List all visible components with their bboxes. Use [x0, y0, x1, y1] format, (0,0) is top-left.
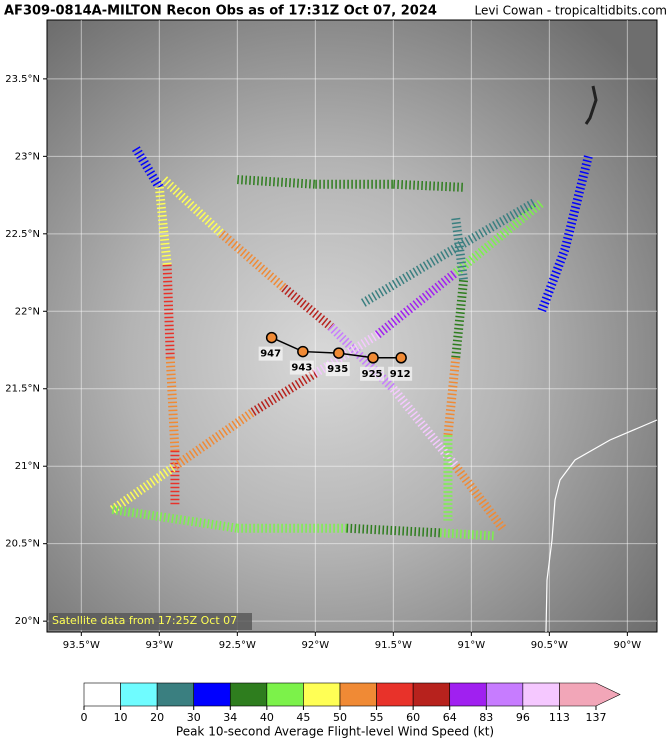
colorbar-bin — [485, 682, 524, 707]
flight-segment — [439, 528, 496, 541]
flight-segment — [451, 279, 469, 359]
flight-segment — [154, 186, 172, 266]
y-tick-label: 23.5°N — [5, 74, 40, 85]
fix-label-bg — [325, 362, 350, 377]
y-tick-label: 20.5°N — [5, 539, 40, 550]
x-tick-label: 93.5°W — [63, 640, 100, 651]
fix-label: 935 — [327, 364, 348, 375]
colorbar-label: Peak 10-second Average Flight-level Wind… — [176, 725, 494, 739]
satellite-note: Satellite data from 17:25Z Oct 07 — [52, 614, 237, 627]
fix-label: 947 — [260, 349, 281, 360]
center-fix — [395, 352, 407, 364]
colorbar-tick-label: 96 — [516, 711, 530, 724]
fix-label-bg — [388, 366, 413, 381]
center-fixes: 947 943 935 925 912 — [258, 331, 413, 381]
flight-segment — [389, 385, 460, 470]
colorbar-tick-label: 55 — [370, 711, 384, 724]
colorbar-bin — [266, 682, 304, 707]
colorbar-tick-label: 10 — [114, 711, 128, 724]
flight-segment — [237, 175, 316, 189]
flight-segment — [109, 462, 178, 514]
colorbar-bin — [120, 682, 158, 707]
colorbar-tick-label: 20 — [150, 711, 164, 724]
colorbar-tick-label: 40 — [260, 711, 274, 724]
colorbar-tick-label: 45 — [296, 711, 310, 724]
fix-label: 912 — [390, 369, 411, 380]
x-tick-label: 91°W — [458, 640, 486, 651]
credit: Levi Cowan - tropicaltidbits.com — [474, 4, 667, 18]
center-fix — [265, 331, 278, 344]
colorbar-tick-label: 30 — [187, 711, 201, 724]
x-tick-label: 92.5°W — [219, 640, 256, 651]
colorbar-tick-label: 34 — [223, 711, 237, 724]
colorbar-tick-label: 0 — [81, 711, 88, 724]
colorbar-bin — [449, 682, 487, 707]
y-tick-label: 21.5°N — [5, 384, 40, 395]
colorbar-bin — [193, 682, 231, 707]
flight-segment — [250, 369, 318, 416]
x-tick-label: 90°W — [614, 640, 642, 651]
colorbar-bin — [412, 682, 451, 707]
center-fix — [332, 347, 345, 359]
flight-segment — [452, 463, 507, 531]
flight-segment — [443, 357, 461, 436]
colorbar: 0 10 20 30 34 40 45 50 55 60 64 83 96 113 137 — [81, 682, 621, 724]
flight-legs — [109, 146, 593, 541]
y-tick-label: 20°N — [15, 616, 40, 627]
x-tick-label: 90.5°W — [531, 640, 568, 651]
flight-segment — [218, 230, 288, 292]
flight-segment — [452, 199, 545, 277]
flight-segment — [537, 247, 570, 313]
colorbar-tick-label: 137 — [586, 711, 607, 724]
colorbar-bin — [83, 682, 121, 707]
colorbar-tick-label: 60 — [406, 711, 420, 724]
y-tick-label: 22.5°N — [5, 229, 40, 240]
y-tick-label: 21°N — [15, 461, 40, 472]
chart-title: AF309-0814A-MILTON Recon Obs as of 17:31… — [4, 4, 437, 19]
colorbar-tick-label: 113 — [549, 711, 570, 724]
flight-segment — [359, 253, 443, 308]
center-fix — [297, 345, 309, 358]
x-tick-label: 91.5°W — [375, 640, 412, 651]
colorbar-bin — [339, 682, 377, 707]
flight-segment — [160, 176, 225, 238]
fix-label: 925 — [362, 369, 383, 380]
colorbar-bin — [376, 682, 414, 707]
coastline — [545, 419, 658, 633]
colorbar-bin — [559, 682, 621, 707]
colorbar-bin — [303, 682, 341, 707]
fix-label-bg — [360, 366, 385, 381]
colorbar-bin — [522, 682, 560, 707]
fix-label-bg — [258, 346, 283, 361]
island — [584, 85, 598, 125]
colorbar-bin — [156, 682, 195, 707]
y-tick-label: 23°N — [15, 151, 40, 162]
colorbar-tick-label: 64 — [443, 711, 457, 724]
y-tick-label: 22°N — [15, 306, 40, 317]
x-tick-label: 93°W — [146, 640, 174, 651]
fix-label-bg — [289, 360, 314, 375]
map-background — [46, 19, 658, 633]
colorbar-tick-label: 50 — [333, 711, 347, 724]
fix-label: 943 — [291, 363, 312, 374]
x-tick-label: 92°W — [302, 640, 330, 651]
flight-segment — [451, 217, 469, 281]
note-box — [49, 613, 252, 630]
flight-segment — [374, 269, 459, 339]
colorbar-tick-label: 83 — [479, 711, 493, 724]
flight-segment — [111, 505, 238, 533]
center-fix — [367, 352, 379, 364]
colorbar-bin — [229, 682, 268, 707]
